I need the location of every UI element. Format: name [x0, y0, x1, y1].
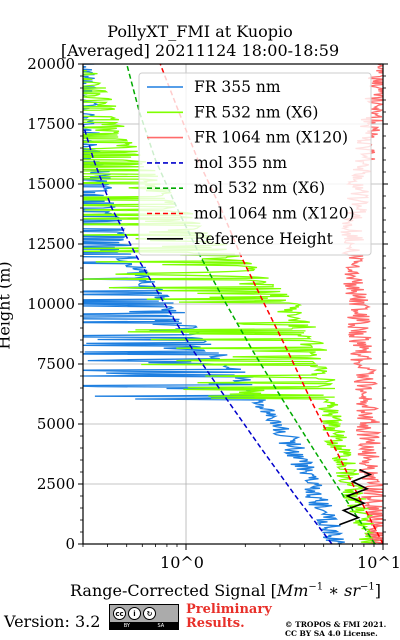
y-tick-label: 10000	[27, 295, 75, 313]
x-tick-label: 10^0	[160, 553, 204, 572]
attribution-icon: i	[128, 607, 141, 620]
chart-title: PollyXT_FMI at Kuopio	[107, 22, 293, 41]
copyright-line-1: © TROPOS & FMI 2021.	[285, 620, 387, 629]
legend-label: FR 355 nm	[194, 78, 281, 96]
legend-label: Reference Height	[194, 230, 334, 248]
y-tick-label: 2500	[37, 475, 75, 493]
legend-label: mol 355 nm	[194, 154, 287, 172]
cc-license-badge[interactable]: cc i ↻ BY SA	[109, 604, 179, 630]
cc-sa-label: SA	[157, 622, 165, 629]
legend-label: FR 1064 nm (X120)	[194, 129, 348, 147]
preliminary-line-2: Results.	[186, 616, 245, 631]
copyright-note: © TROPOS & FMI 2021. CC BY SA 4.0 Licens…	[285, 620, 386, 638]
legend-label: mol 532 nm (X6)	[194, 179, 325, 197]
series-line-0	[83, 64, 345, 544]
y-tick-label: 20000	[27, 55, 75, 73]
y-axis-label: Height (m)	[0, 261, 14, 350]
cc-icon: cc	[113, 607, 126, 620]
chart-subtitle: [Averaged] 20211124 18:00-18:59	[60, 41, 340, 60]
series-line-6	[339, 468, 373, 526]
series-line-3	[83, 123, 333, 544]
version-label: Version: 3.2	[4, 612, 101, 631]
legend-label: mol 1064 nm (X120)	[194, 205, 355, 223]
y-tick-label: 7500	[37, 355, 75, 373]
preliminary-line-1: Preliminary	[186, 602, 272, 617]
y-tick-label: 12500	[27, 235, 75, 253]
share-alike-icon: ↻	[143, 607, 156, 620]
legend-box	[138, 72, 372, 256]
preliminary-note: Preliminary Results.	[186, 603, 272, 631]
y-tick-label: 0	[65, 535, 75, 553]
y-tick-label: 15000	[27, 175, 75, 193]
y-tick-label: 17500	[27, 115, 75, 133]
y-tick-label: 5000	[37, 415, 75, 433]
copyright-line-2: CC BY SA 4.0 License.	[285, 629, 378, 638]
x-tick-label: 10^1	[357, 553, 400, 572]
cc-by-label: BY	[123, 622, 130, 629]
x-axis-label: Range-Corrected Signal [Mm−1 ∗ sr−1]	[70, 581, 382, 600]
legend-label: FR 532 nm (X6)	[194, 103, 318, 121]
